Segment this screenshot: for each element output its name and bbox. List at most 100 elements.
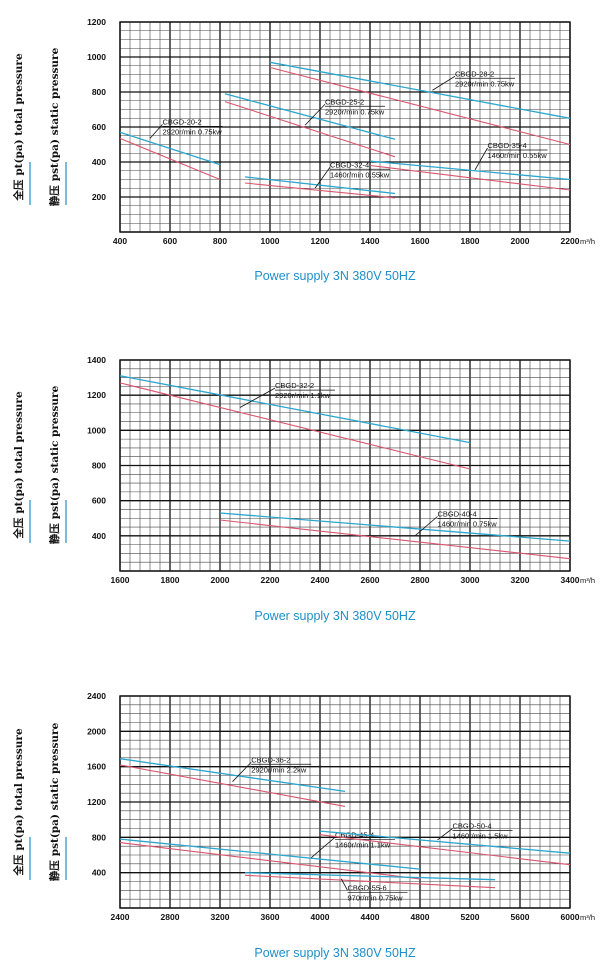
static-pressure-label-zh: 静压 <box>48 523 61 544</box>
y-tick-label: 1200 <box>87 797 106 807</box>
curve-model-label: CBGD-28-2 <box>455 69 494 78</box>
total-pressure-line <box>119 838 421 870</box>
x-tick-label: 1400 <box>361 236 380 246</box>
curve-spec-label: 1460r/min 0.55kw <box>330 170 390 179</box>
chart-3: 2400 2800 3200 3600 4000 4400 4800 5200 5600 6000… <box>87 691 595 960</box>
y-tick-label: 400 <box>92 868 106 878</box>
static-pressure-line <box>269 66 571 146</box>
label-leader <box>232 761 252 782</box>
curve-spec-label: 1460r/min 1.5kw <box>453 832 509 841</box>
label-leader <box>340 878 348 891</box>
x-tick-label: 3200 <box>511 575 530 585</box>
label-leader <box>474 147 488 171</box>
label-leader <box>310 837 336 858</box>
x-tick-label: 2600 <box>361 575 380 585</box>
total-pressure-label: 全压 pt(pa) total pressure <box>12 391 25 540</box>
x-tick-label: 3600 <box>261 912 280 922</box>
total-pressure-line <box>219 512 571 542</box>
x-tick-label: 2800 <box>411 575 430 585</box>
static-pressure-line <box>119 137 221 181</box>
y-tick-label: 800 <box>92 87 106 97</box>
y-tick-label: 600 <box>92 496 106 506</box>
total-pressure-label-zh: 全压 <box>12 854 25 876</box>
curve-model-label: CBGD-55-6 <box>348 883 387 892</box>
curve-spec-label: 2920r/min 0.75kw <box>163 127 223 136</box>
static-pressure-label-en: pst(pa) static pressure <box>49 722 61 856</box>
curve-model-label: CBGD-40-4 <box>438 509 477 518</box>
y-tick-label: 800 <box>92 832 106 842</box>
y-tick-label: 2400 <box>87 691 106 701</box>
total-pressure-line <box>244 872 496 881</box>
chart-2: 1600 1800 2000 2200 2400 2600 2800 3000 3200 3400… <box>87 355 595 623</box>
total-pressure-label-en: pt(pa) total pressure <box>13 728 25 851</box>
x-tick-label: 3200 <box>211 912 230 922</box>
x-tick-label: 6000 <box>561 912 580 922</box>
x-tick-label: 1800 <box>161 575 180 585</box>
x-unit-label: m³/h <box>580 576 595 585</box>
grid <box>119 359 571 572</box>
curve-spec-label: 1460r/min 1.1kw <box>335 840 391 849</box>
power-supply-caption: Power supply 3N 380V 50HZ <box>254 609 416 623</box>
power-supply-caption: Power supply 3N 380V 50HZ <box>254 946 416 960</box>
y-tick-label: 1200 <box>87 390 106 400</box>
curve-model-label: CBGD-36-2 <box>251 755 290 764</box>
x-tick-label: 600 <box>163 236 177 246</box>
label-leader <box>432 75 456 91</box>
y-tick-label: 600 <box>92 122 106 132</box>
curve-model-label: CBGD-32-2 <box>275 381 314 390</box>
x-unit-label: m³/h <box>580 237 595 246</box>
x-tick-label: 2800 <box>161 912 180 922</box>
y-tick-label: 1200 <box>87 17 106 27</box>
x-tick-label: 800 <box>213 236 227 246</box>
total-pressure-label: 全压 pt(pa) total pressure <box>12 53 25 202</box>
static-pressure-label-en: pst(pa) static pressure <box>49 385 61 519</box>
total-pressure-line <box>269 61 571 119</box>
curve-spec-label: 1460r/min 0.55kw <box>488 151 548 160</box>
x-tick-label: 4000 <box>311 912 330 922</box>
curve-spec-label: 1460r/min 0.75kw <box>438 519 498 528</box>
y-tick-label: 1000 <box>87 52 106 62</box>
y-tick-label: 1600 <box>87 762 106 772</box>
total-pressure-label-zh: 全压 <box>12 517 25 539</box>
plot-frame <box>119 359 571 572</box>
x-tick-label: 4800 <box>411 912 430 922</box>
total-pressure-label-en: pt(pa) total pressure <box>13 53 25 176</box>
x-tick-label: 4400 <box>361 912 380 922</box>
x-tick-label: 2000 <box>211 575 230 585</box>
x-tick-label: 5200 <box>461 912 480 922</box>
curve-model-label: CBGD-35-4 <box>488 141 527 150</box>
total-pressure-label-zh: 全压 <box>12 179 25 201</box>
total-pressure-line <box>244 176 396 195</box>
static-pressure-label-en: pst(pa) static pressure <box>49 47 61 181</box>
static-pressure-label: 静压 pst(pa) static pressure <box>48 385 61 544</box>
label-leader <box>304 103 326 126</box>
total-pressure-label-en: pt(pa) total pressure <box>13 391 25 514</box>
watermark-glyph: ● <box>517 0 610 100</box>
curve-model-label: CBGD-20-2 <box>163 117 202 126</box>
y-tick-label: 400 <box>92 531 106 541</box>
static-pressure-label-zh: 静压 <box>48 860 61 881</box>
label-leader <box>437 828 453 841</box>
x-tick-label: 1200 <box>311 236 330 246</box>
x-tick-label: 2400 <box>311 575 330 585</box>
x-tick-label: 3000 <box>461 575 480 585</box>
y-tick-label: 800 <box>92 461 106 471</box>
x-tick-label: 2000 <box>511 236 530 246</box>
y-tick-label: 200 <box>92 192 106 202</box>
total-pressure-line <box>119 375 471 444</box>
static-pressure-line <box>244 182 396 199</box>
static-pressure-line <box>224 101 396 158</box>
x-tick-label: 1000 <box>261 236 280 246</box>
static-pressure-label: 静压 pst(pa) static pressure <box>48 47 61 206</box>
x-tick-label: 1600 <box>111 575 130 585</box>
curve-model-label: CBGD-45-4 <box>335 830 374 839</box>
y-tick-label: 2000 <box>87 726 106 736</box>
